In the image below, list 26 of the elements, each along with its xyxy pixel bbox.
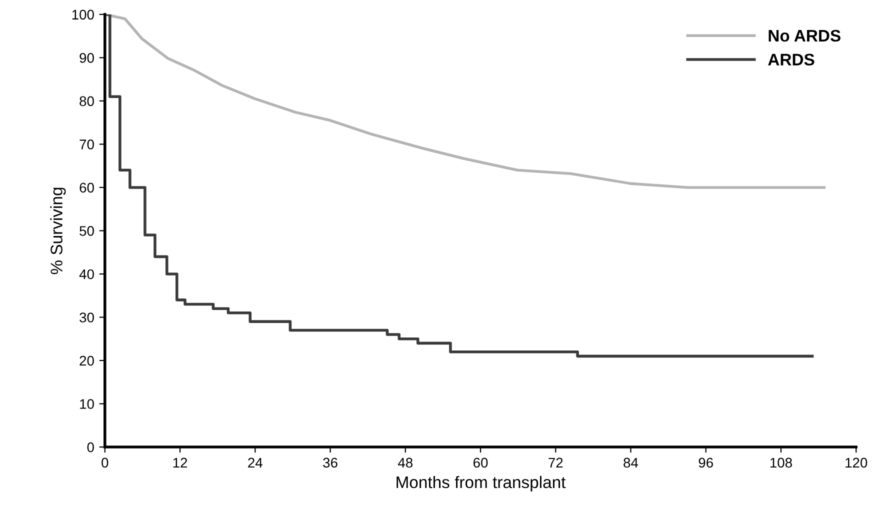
x-tick-label: 96: [698, 458, 713, 468]
y-tick-label: 50: [80, 226, 94, 236]
x-tick-label: 60: [473, 458, 488, 468]
x-tick-label: 36: [323, 458, 338, 468]
x-tick-label: 0: [102, 458, 108, 468]
x-tick-label: 120: [846, 458, 868, 468]
y-tick-label: 70: [80, 140, 94, 150]
y-tick-label: 20: [80, 356, 94, 366]
x-axis-title: Months from transplant: [396, 476, 566, 492]
y-tick-label: 30: [80, 312, 94, 322]
legend-label: ARDS: [768, 54, 814, 66]
y-tick-label: 100: [72, 10, 94, 20]
x-tick-label: 24: [248, 458, 262, 468]
y-tick-label: 60: [80, 182, 94, 193]
x-tick-label: 72: [548, 458, 563, 468]
y-tick-label: 80: [80, 96, 94, 106]
y-tick-label: 90: [80, 53, 94, 63]
y-axis-title: % Surviving: [50, 188, 66, 274]
legend-label: No ARDS: [768, 30, 840, 42]
y-tick-label: 10: [80, 399, 94, 409]
y-tick-label: 40: [79, 269, 94, 280]
x-tick-label: 84: [624, 458, 638, 468]
x-tick-label: 12: [173, 458, 188, 468]
x-tick-label: 48: [398, 458, 413, 468]
y-tick-label: 0: [87, 442, 94, 452]
x-tick-label: 108: [770, 458, 792, 468]
